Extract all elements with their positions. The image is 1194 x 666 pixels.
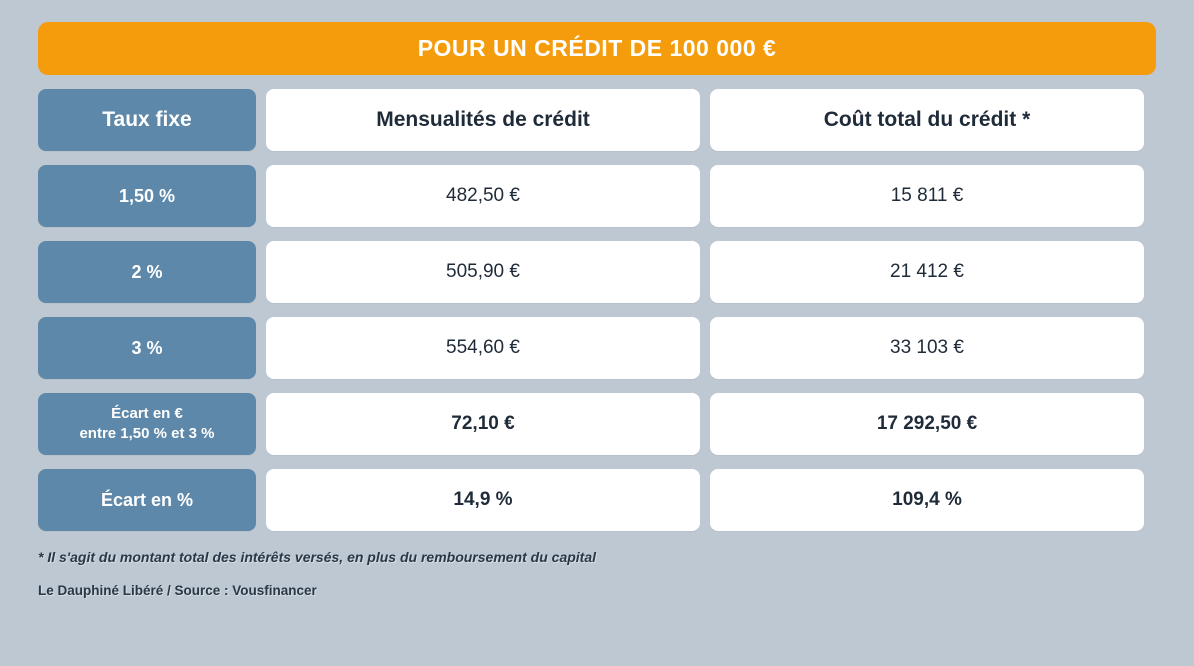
header-total: Coût total du crédit * [710,89,1144,151]
total-cell: 15 811 € [710,165,1144,227]
gap-euro-monthly: 72,10 € [266,393,700,455]
header-monthly: Mensualités de crédit [266,89,700,151]
source-credit: Le Dauphiné Libéré / Source : Vousfinanc… [38,583,1156,598]
header-rate: Taux fixe [38,89,256,151]
gap-pct-monthly: 14,9 % [266,469,700,531]
table-container: POUR UN CRÉDIT DE 100 000 € Taux fixe Me… [0,0,1194,598]
monthly-cell: 482,50 € [266,165,700,227]
title-bar: POUR UN CRÉDIT DE 100 000 € [38,22,1156,75]
rate-cell: 2 % [38,241,256,303]
total-cell: 21 412 € [710,241,1144,303]
monthly-cell: 505,90 € [266,241,700,303]
rate-cell: 3 % [38,317,256,379]
comparison-table: Taux fixe Mensualités de crédit Coût tot… [38,89,1156,531]
footnote: * Il s'agit du montant total des intérêt… [38,549,1156,565]
gap-pct-total: 109,4 % [710,469,1144,531]
total-cell: 33 103 € [710,317,1144,379]
gap-euro-total: 17 292,50 € [710,393,1144,455]
rate-cell: 1,50 % [38,165,256,227]
gap-pct-label: Écart en % [38,469,256,531]
monthly-cell: 554,60 € [266,317,700,379]
gap-euro-label: Écart en € entre 1,50 % et 3 % [38,393,256,455]
